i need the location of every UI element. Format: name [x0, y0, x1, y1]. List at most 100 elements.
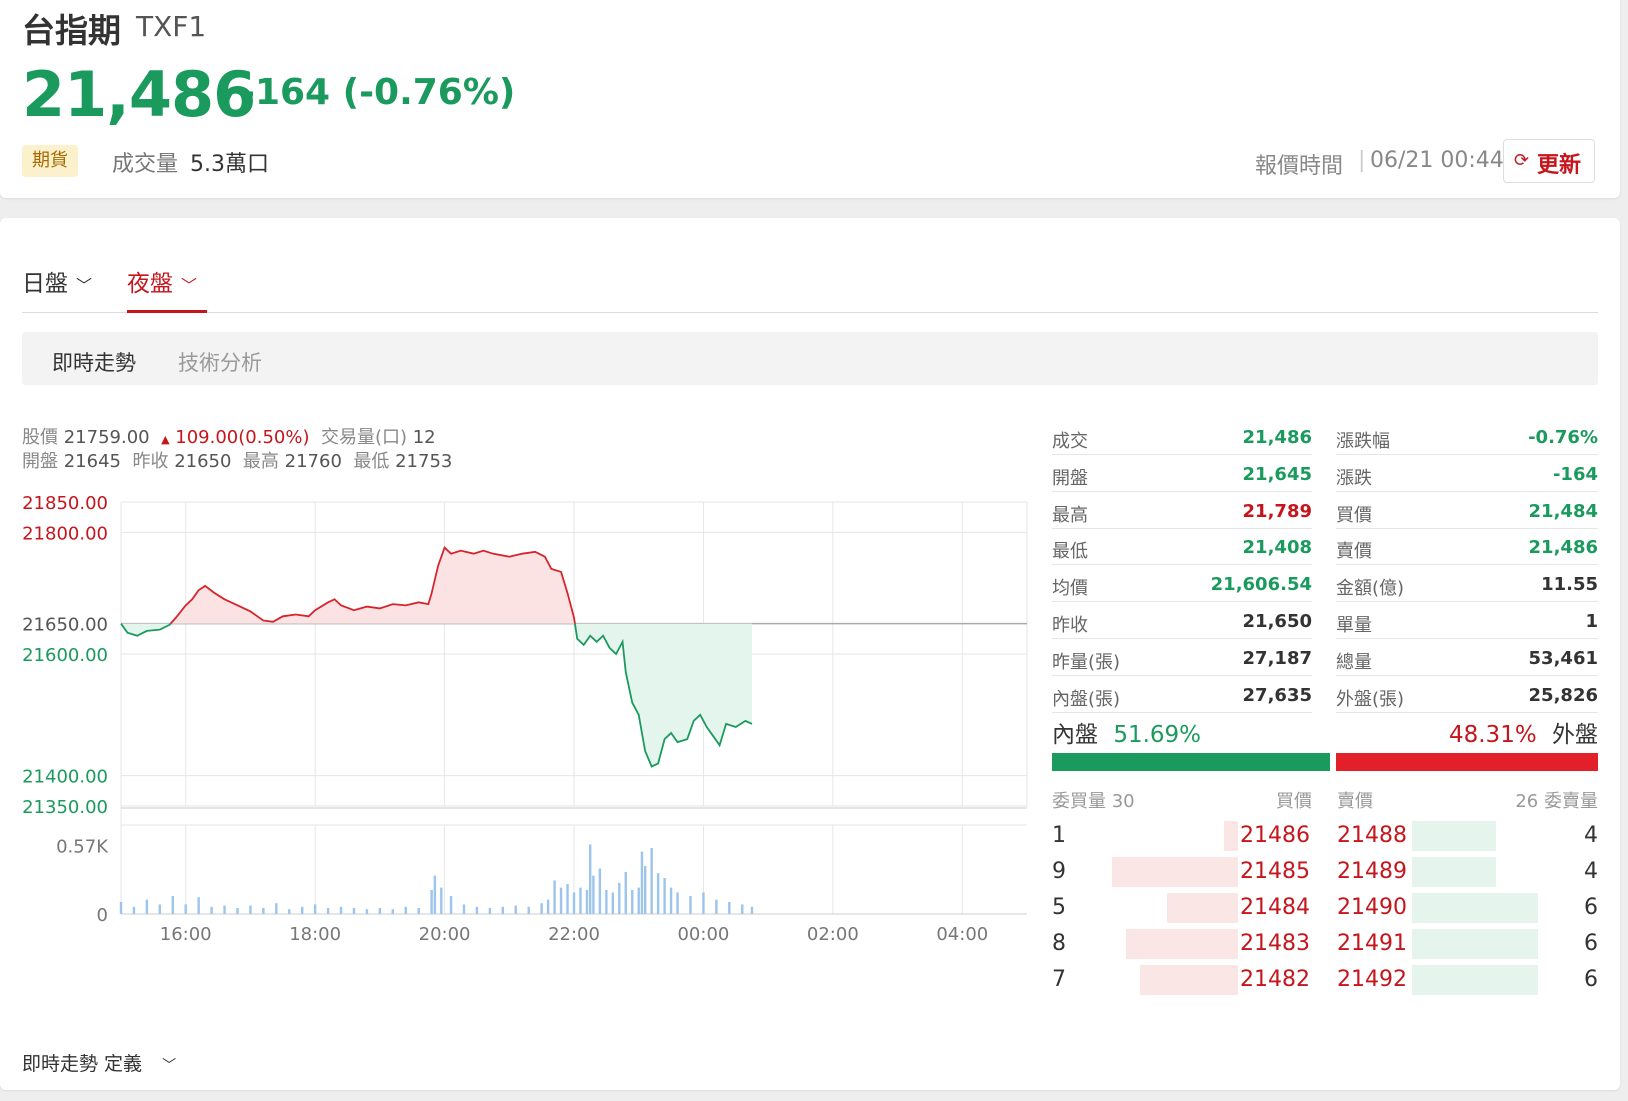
stat-value: 21,484	[1528, 500, 1598, 522]
volume-bar	[579, 887, 582, 914]
x-tick-label: 02:00	[807, 924, 859, 945]
bid-price[interactable]: 21486	[1240, 823, 1310, 848]
volume-bar	[588, 844, 592, 914]
outer-label: 外盤	[1552, 722, 1598, 748]
stats-row: 漲跌 -164	[1336, 456, 1598, 492]
ask-price[interactable]: 21492	[1337, 967, 1407, 992]
last-price: 21,486	[22, 58, 256, 131]
tab-day-session[interactable]: 日盤 ﹀	[22, 264, 92, 298]
high-label: 最高	[242, 451, 279, 472]
stat-value: 21,645	[1242, 463, 1312, 485]
ticker-symbol: TXF1	[136, 10, 207, 43]
volume-bar	[132, 906, 136, 914]
bid-price[interactable]: 21482	[1240, 967, 1310, 992]
volume-bar	[184, 904, 187, 914]
volume-bar	[223, 905, 226, 914]
chevron-down-icon: ﹀	[76, 276, 93, 295]
stat-label: 漲跌幅	[1336, 431, 1390, 452]
refresh-button[interactable]: ⟳ 更新	[1503, 139, 1595, 183]
tab-technical[interactable]: 技術分析	[178, 351, 262, 375]
quote-time-value: 06/21 00:44	[1370, 148, 1504, 173]
y-tick-label: 21850.00	[22, 493, 108, 514]
volume-bar	[585, 890, 589, 914]
ask-depth-bar	[1412, 929, 1538, 959]
bid-qty: 9	[1052, 859, 1066, 884]
stat-value: 25,826	[1528, 684, 1598, 706]
hover-info-line-1: 股價 21759.00 ▲ 109.00(0.50%) 交易量(口) 12	[22, 423, 436, 449]
change-percent: (-0.76%)	[342, 72, 516, 113]
stat-label: 均價	[1052, 578, 1088, 600]
stat-value: 21,408	[1242, 537, 1312, 559]
up-arrow-icon: ▲	[161, 433, 170, 446]
volume-bar	[236, 908, 239, 914]
orderbook-row: 9 21485 21489 4	[1052, 857, 1598, 887]
stats-row: 最高 21,789	[1052, 493, 1312, 529]
x-tick-label: 04:00	[936, 924, 988, 945]
volume-bar	[643, 866, 647, 914]
volume-bar	[313, 904, 317, 914]
volume-bar	[301, 906, 304, 914]
stat-value: 1	[1585, 611, 1598, 632]
ask-depth-bar	[1412, 857, 1496, 887]
stats-row: 均價 21,606.54	[1052, 566, 1312, 603]
volume-tick-label: 0.57K	[56, 837, 109, 858]
ask-qty: 6	[1584, 931, 1598, 956]
prev-close-label: 昨收	[132, 451, 169, 472]
x-tick-label: 22:00	[548, 924, 600, 945]
stat-value: -164	[1552, 463, 1598, 485]
volume-bar	[501, 906, 505, 914]
volume-bar	[592, 875, 595, 914]
volume-bar	[546, 899, 550, 914]
bid-price[interactable]: 21485	[1240, 859, 1310, 884]
volume-bar	[750, 906, 754, 914]
ask-depth-bar	[1412, 821, 1496, 851]
volume-bar	[404, 906, 407, 914]
bid-price[interactable]: 21483	[1240, 931, 1310, 956]
volume-bar	[249, 905, 252, 914]
x-tick-label: 16:00	[160, 924, 212, 945]
y-tick-label: 21600.00	[22, 645, 108, 666]
stats-row: 漲跌幅 -0.76%	[1336, 419, 1598, 455]
divider: |	[1358, 148, 1366, 173]
stats-row: 賣價 21,486	[1336, 529, 1598, 566]
intraday-chart[interactable]: 16:00 18:00 20:00 22:00 00:00 02:00 04:00 21850…	[0, 470, 1040, 950]
bid-qty: 7	[1052, 967, 1066, 992]
ask-price[interactable]: 21489	[1337, 859, 1407, 884]
volume-bar	[440, 887, 443, 914]
high-value: 21760	[284, 451, 342, 472]
stat-label: 昨量(張)	[1052, 651, 1121, 673]
open-label: 開盤	[22, 451, 58, 472]
outer-percent: 48.31%	[1448, 722, 1537, 748]
tab-day-label: 日盤	[22, 271, 68, 297]
volume-bar	[689, 896, 692, 914]
volume-bar	[618, 882, 621, 914]
quote-header-card	[0, 0, 1620, 198]
volume-bar	[676, 892, 679, 914]
orderbook-row: 5 21484 21490 6	[1052, 893, 1598, 923]
price-area	[170, 547, 575, 624]
tab-night-session[interactable]: 夜盤 ﹀	[127, 264, 197, 298]
volume-bar	[598, 868, 602, 914]
ask-price[interactable]: 21488	[1337, 823, 1407, 848]
volume-bar	[352, 908, 356, 914]
outer-ratio: 48.31% 外盤	[1449, 715, 1598, 749]
orderbook-row: 7 21482 21492 6	[1052, 965, 1598, 995]
stats-row: 單量 1	[1336, 603, 1598, 639]
tab-realtime[interactable]: 即時走勢	[52, 351, 136, 375]
bid-price[interactable]: 21484	[1240, 895, 1310, 920]
ask-price[interactable]: 21491	[1337, 931, 1407, 956]
volume-bar	[433, 875, 437, 914]
ask-price[interactable]: 21490	[1337, 895, 1407, 920]
volume-bar	[119, 902, 123, 914]
volume-bar	[145, 899, 149, 914]
volume-tick-label: 0	[97, 905, 108, 926]
ask-qty: 6	[1584, 895, 1598, 920]
realtime-definition-toggle[interactable]: 即時走勢 定義 ﹀	[22, 1049, 176, 1076]
price-line	[574, 623, 753, 768]
y-tick-label: 21350.00	[22, 797, 108, 818]
stat-label: 漲跌	[1336, 467, 1372, 489]
stats-row: 外盤(張) 25,826	[1336, 677, 1598, 713]
volume-bar	[326, 908, 330, 914]
outer-volume-bar	[1336, 753, 1598, 771]
volume-bar	[640, 851, 644, 914]
